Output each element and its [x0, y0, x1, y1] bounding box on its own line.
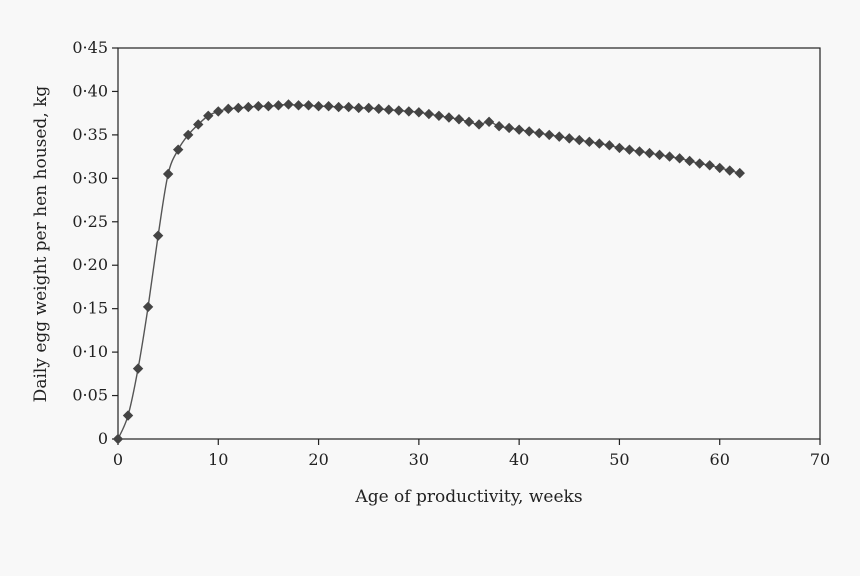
data-point [203, 110, 214, 121]
data-point [513, 124, 525, 135]
data-point [544, 129, 555, 141]
data-point [323, 101, 334, 112]
data-point [493, 121, 505, 132]
data-point [594, 138, 605, 149]
data-point [413, 107, 425, 118]
data-point [644, 147, 655, 159]
axes [112, 47, 821, 445]
y-tick-label: 0 [98, 429, 108, 448]
data-point [183, 129, 194, 141]
data-point [674, 153, 685, 164]
x-tick-label: 60 [710, 450, 730, 469]
data-point [724, 165, 735, 176]
data-point [303, 100, 314, 111]
y-tick-label: 0·05 [72, 386, 108, 405]
data-point [433, 110, 445, 121]
data-point [684, 155, 695, 167]
x-tick-label: 10 [208, 450, 228, 469]
data-point [363, 102, 374, 114]
data-point [584, 136, 595, 148]
data-point [564, 133, 575, 144]
x-tick-label: 30 [409, 450, 429, 469]
y-tick-label: 0·45 [72, 38, 108, 57]
data-point [634, 146, 645, 157]
data-point [403, 106, 415, 117]
data-point [734, 167, 745, 179]
data-point [694, 158, 705, 169]
data-point [162, 168, 174, 180]
data-point [253, 101, 264, 112]
x-tick-label: 20 [308, 450, 328, 469]
y-tick-label: 0·30 [72, 168, 108, 187]
data-point [714, 162, 725, 174]
x-axis-title: Age of productivity, weeks [354, 487, 582, 507]
data-point [473, 119, 485, 130]
data-point [343, 101, 354, 113]
x-tick-label: 50 [609, 450, 629, 469]
data-point [554, 131, 565, 142]
data-point [263, 101, 274, 112]
data-point [142, 301, 154, 313]
data-point [654, 149, 665, 161]
y-tick-label: 0·20 [72, 255, 108, 274]
data-point [313, 101, 324, 112]
data-point [223, 103, 234, 115]
data-point [664, 151, 675, 162]
data-point [574, 134, 585, 146]
y-tick-label: 0·35 [72, 125, 108, 144]
x-tick-label: 0 [113, 450, 123, 469]
y-tick-label: 0·10 [72, 342, 108, 361]
data-point [393, 105, 404, 116]
y-axis-title: Daily egg weight per hen housed, kg [31, 86, 51, 403]
data-point [624, 144, 635, 155]
data-point [243, 101, 254, 113]
y-tick-label: 0·40 [72, 81, 108, 100]
y-tick-label: 0·25 [72, 212, 108, 231]
data-point [122, 410, 134, 421]
data-point [614, 142, 625, 154]
tick-labels: 0 10 20 30 40 50 60 70 0 0·05 0·10 0·15 0·20 0·25 0·30… [72, 38, 830, 469]
data-point [152, 230, 164, 241]
data-point [463, 116, 475, 128]
data-point [483, 116, 495, 128]
series-1 [112, 99, 745, 445]
data-point [353, 102, 364, 114]
data-point [604, 140, 615, 151]
data-point [373, 103, 384, 115]
data-point [213, 106, 224, 117]
data-point [453, 114, 465, 125]
data-point [293, 100, 304, 111]
data-point [534, 127, 545, 139]
data-point [132, 363, 144, 374]
data-point [273, 100, 284, 111]
data-point [283, 99, 294, 110]
data-point [333, 101, 344, 113]
data-point [112, 433, 124, 445]
data-point [193, 119, 204, 130]
data-point [523, 126, 535, 137]
data-point [704, 160, 715, 171]
data-point [503, 122, 515, 134]
data-point [172, 144, 184, 155]
y-tick-label: 0·15 [72, 299, 108, 318]
x-tick-label: 40 [509, 450, 529, 469]
plot-frame [117, 47, 821, 440]
data-point [383, 104, 394, 115]
data-point [423, 108, 435, 120]
x-tick-label: 70 [810, 450, 830, 469]
data-point [443, 112, 455, 123]
data-point [233, 102, 244, 114]
